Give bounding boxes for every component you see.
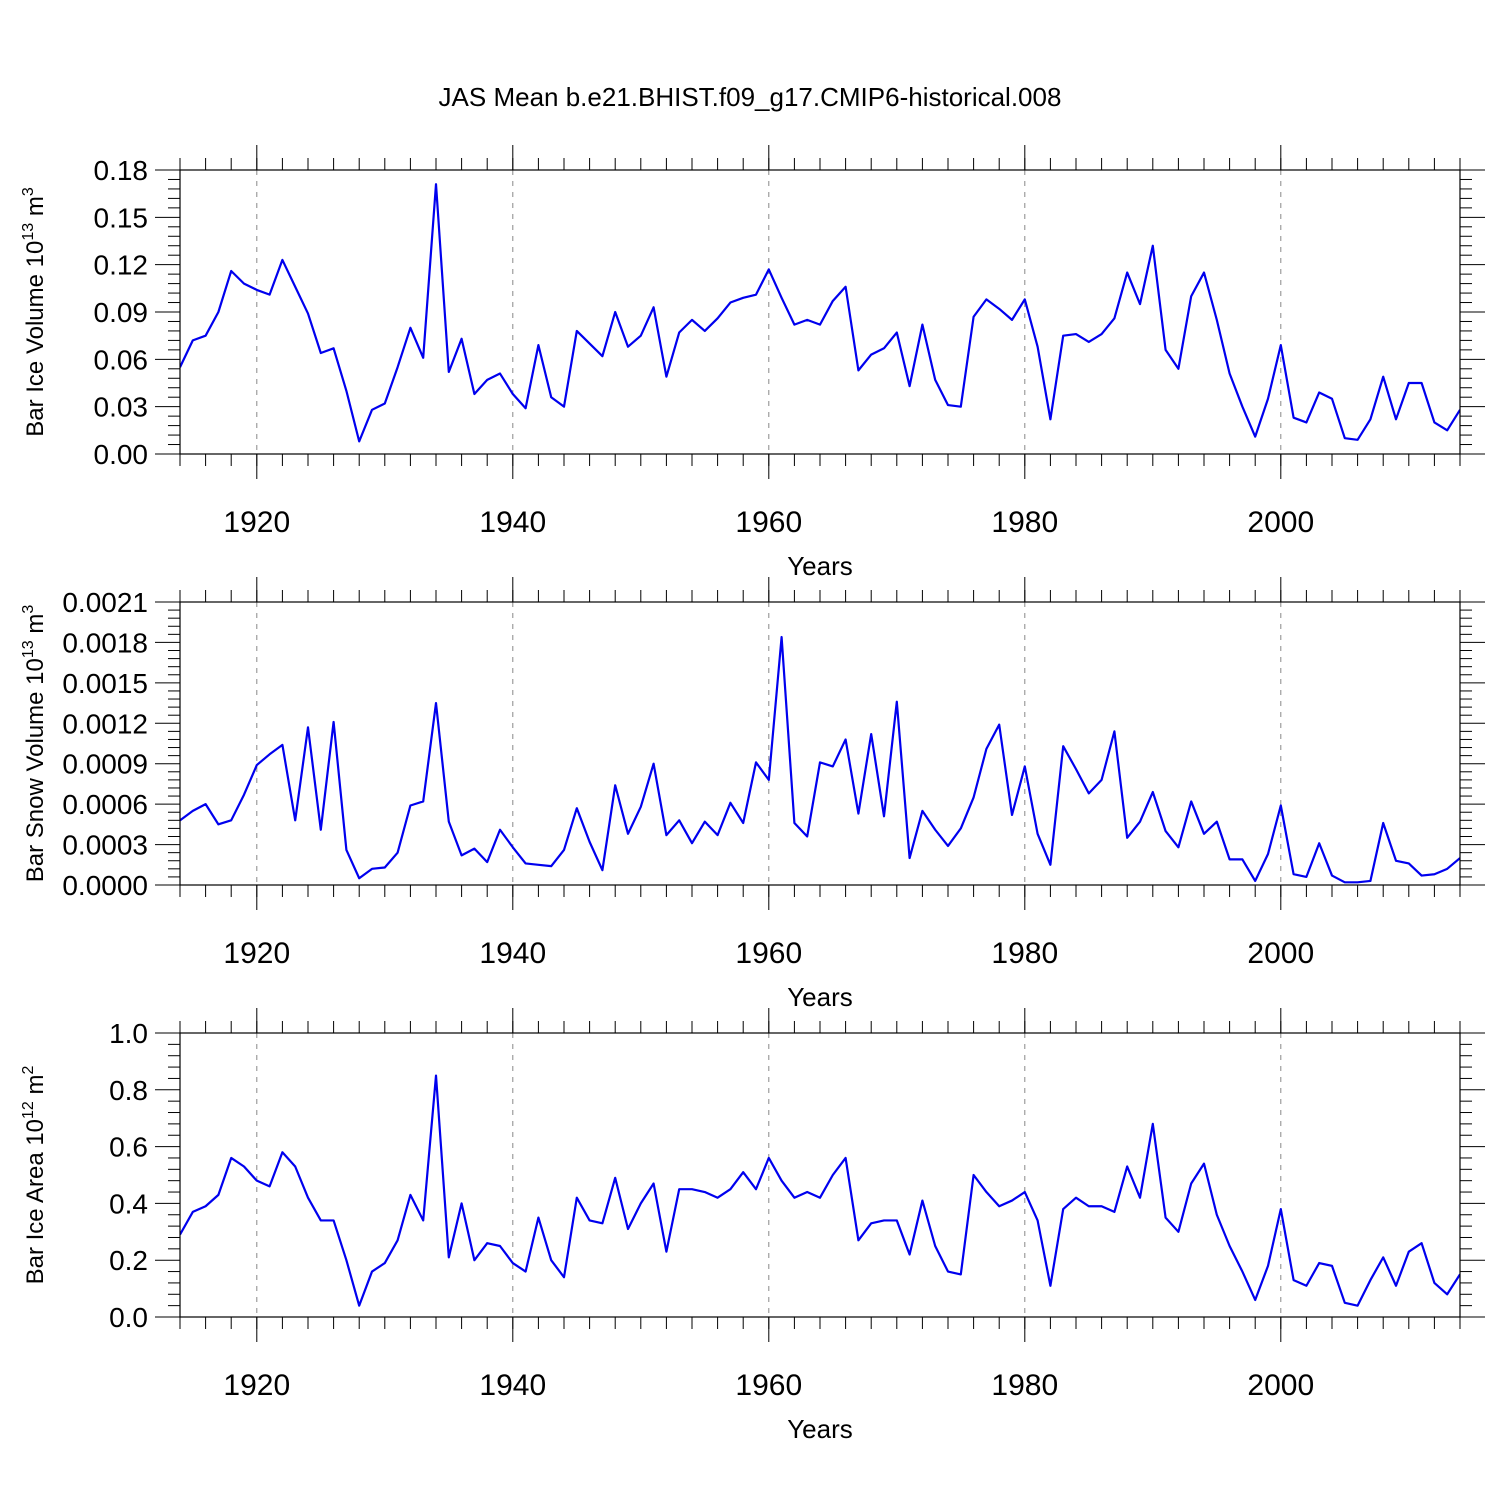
y-tick-label: 0.2 xyxy=(109,1245,148,1276)
x-tick-label: 1920 xyxy=(223,506,290,539)
y-tick-label: 0.09 xyxy=(94,297,149,328)
y-tick-label: 0.6 xyxy=(109,1132,148,1163)
y-axis-title-prefix: Bar Ice Volume 10 xyxy=(22,241,49,437)
y-axis-title-exp: 13 xyxy=(20,223,37,241)
x-axis-title: Years xyxy=(787,1414,853,1444)
y-axis-title-unit_exp: 3 xyxy=(20,187,37,196)
plot-frame xyxy=(179,169,1461,455)
y-axis-title-exp: 12 xyxy=(20,1101,37,1119)
series-line-ice-area xyxy=(180,1074,1460,1307)
y-axis-title-unit_exp: 2 xyxy=(20,1066,37,1075)
y-axis-title: Bar Ice Area 1012 m2 xyxy=(20,1066,49,1285)
y-tick-label: 0.0021 xyxy=(62,587,148,618)
y-tick-label: 0.0003 xyxy=(62,830,148,861)
y-tick-label: 0.15 xyxy=(94,202,149,233)
y-axis-title-prefix: Bar Ice Area 10 xyxy=(22,1119,49,1284)
y-axis-title-unit: m xyxy=(22,614,49,641)
y-tick-label: 0.06 xyxy=(94,344,149,375)
x-tick-label: 1980 xyxy=(991,937,1058,970)
series-line-ice-volume xyxy=(180,183,1460,443)
x-tick-label: 1980 xyxy=(991,1369,1058,1402)
y-tick-label: 0.0000 xyxy=(62,870,148,901)
x-axis-title: Years xyxy=(787,982,853,1012)
y-tick-label: 0.0006 xyxy=(62,789,148,820)
series-line-snow-volume xyxy=(180,635,1460,884)
chart-panel-ice-area: 1920 1940 1960 1980 2000 0.0 0.2 0.4 0.6 0.8 1.0 Ye… xyxy=(20,1008,1485,1444)
x-tick-label: 2000 xyxy=(1247,506,1314,539)
x-axis-title: Years xyxy=(787,551,853,581)
x-tick-label: 2000 xyxy=(1247,1369,1314,1402)
plot-frame xyxy=(179,601,1461,886)
y-tick-label: 0.0015 xyxy=(62,668,148,699)
y-tick-label: 0.18 xyxy=(94,155,149,186)
x-tick-label: 2000 xyxy=(1247,937,1314,970)
y-tick-label: 0.0009 xyxy=(62,749,148,780)
y-tick-label: 0.0018 xyxy=(62,627,148,658)
plot-frame xyxy=(179,1032,1461,1318)
x-tick-label: 1920 xyxy=(223,937,290,970)
x-tick-label: 1980 xyxy=(991,506,1058,539)
y-tick-label: 1.0 xyxy=(109,1018,148,1049)
x-tick-label: 1960 xyxy=(735,1369,802,1402)
y-axis-title: Bar Snow Volume 1013 m3 xyxy=(20,605,49,883)
y-tick-label: 0.12 xyxy=(94,250,149,281)
y-axis-title-prefix: Bar Snow Volume 10 xyxy=(22,658,49,882)
x-tick-label: 1940 xyxy=(479,937,546,970)
chart-panel-ice-volume: 1920 1940 1960 1980 2000 0.00 0.03 0.06 0.09 0.12… xyxy=(20,145,1485,581)
y-axis-title: Bar Ice Volume 1013 m3 xyxy=(20,187,49,437)
x-tick-label: 1960 xyxy=(735,937,802,970)
y-axis-title-unit_exp: 3 xyxy=(20,605,37,614)
x-tick-label: 1960 xyxy=(735,506,802,539)
y-tick-label: 0.4 xyxy=(109,1188,148,1219)
y-tick-label: 0.00 xyxy=(94,439,149,470)
y-tick-label: 0.0 xyxy=(109,1302,148,1333)
x-tick-label: 1940 xyxy=(479,506,546,539)
y-axis-title-unit: m xyxy=(22,196,49,223)
chart-panel-snow-volume: 1920 1940 1960 1980 2000 0.0000 0.0003 0.0006 0.… xyxy=(20,577,1485,1012)
y-tick-label: 0.8 xyxy=(109,1075,148,1106)
x-tick-label: 1920 xyxy=(223,1369,290,1402)
x-tick-label: 1940 xyxy=(479,1369,546,1402)
chart-title: JAS Mean b.e21.BHIST.f09_g17.CMIP6-histo… xyxy=(439,82,1062,112)
y-tick-label: 0.0012 xyxy=(62,708,148,739)
y-axis-title-exp: 13 xyxy=(20,640,37,658)
y-axis-title-unit: m xyxy=(22,1075,49,1102)
y-tick-label: 0.03 xyxy=(94,392,149,423)
